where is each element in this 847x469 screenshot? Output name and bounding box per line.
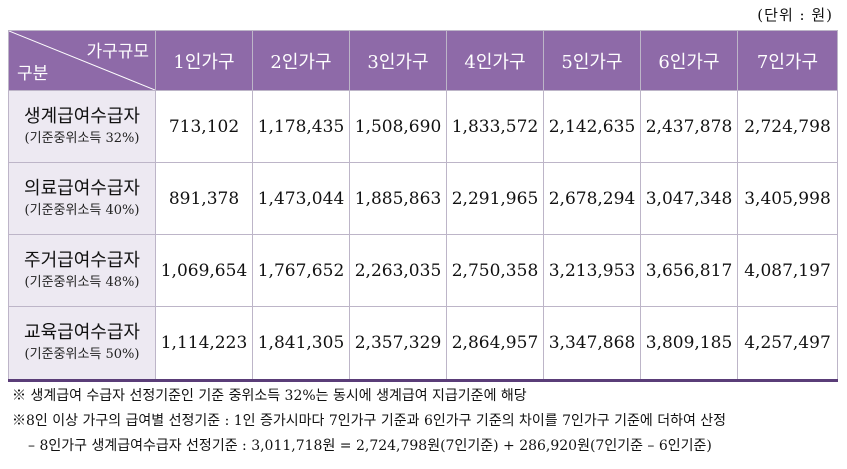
header-row: 가구규모 구분 1인가구 2인가구 3인가구 4인가구 5인가구 6인가구 7인…: [8, 30, 838, 91]
table-cell: 1,767,652: [252, 234, 350, 308]
unit-label: (단위 : 원): [757, 6, 833, 24]
table-cell: 3,656,817: [640, 234, 738, 308]
row-criteria: (기준중위소득 32%): [24, 130, 140, 146]
table-cell: 1,178,435: [252, 89, 350, 164]
column-header: 3인가구: [349, 30, 447, 91]
table-cell: 3,047,348: [640, 162, 738, 236]
table-cell: 1,833,572: [446, 89, 544, 164]
column-header: 4인가구: [446, 30, 544, 91]
row-criteria: (기준중위소득 40%): [24, 202, 140, 218]
table-cell: 1,114,223: [155, 306, 253, 382]
table-cell: 1,885,863: [349, 162, 447, 236]
row-name: 의료급여수급자: [24, 177, 140, 199]
table-cell: 2,724,798: [737, 89, 838, 164]
table-cell: 2,142,635: [543, 89, 641, 164]
footnote: ※8인 이상 가구의 급여별 선정기준 : 1인 증가시마다 7인가구 기준과 …: [12, 413, 727, 429]
table-cell: 1,841,305: [252, 306, 350, 382]
row-header: 생계급여수급자 (기준중위소득 32%): [8, 89, 156, 164]
table-cell: 1,069,654: [155, 234, 253, 308]
row-header: 주거급여수급자 (기준중위소득 48%): [8, 234, 156, 308]
table-cell: 713,102: [155, 89, 253, 164]
table-cell: 3,213,953: [543, 234, 641, 308]
row-name: 교육급여수급자: [24, 322, 140, 344]
corner-header: 가구규모 구분: [8, 30, 156, 91]
row-criteria: (기준중위소득 48%): [24, 274, 140, 290]
row-header: 교육급여수급자 (기준중위소득 50%): [8, 306, 156, 382]
table-cell: 3,405,998: [737, 162, 838, 236]
table-cell: 1,508,690: [349, 89, 447, 164]
table-cell: 4,257,497: [737, 306, 838, 382]
column-header: 6인가구: [640, 30, 738, 91]
column-header: 1인가구: [155, 30, 253, 91]
table-cell: 2,291,965: [446, 162, 544, 236]
column-header: 5인가구: [543, 30, 641, 91]
table-cell: 4,087,197: [737, 234, 838, 308]
column-header: 7인가구: [737, 30, 838, 91]
table-cell: 3,347,868: [543, 306, 641, 382]
table-cell: 1,473,044: [252, 162, 350, 236]
table-cell: 2,437,878: [640, 89, 738, 164]
row-header: 의료급여수급자 (기준중위소득 40%): [8, 162, 156, 236]
table-row: 교육급여수급자 (기준중위소득 50%) 1,114,223 1,841,305…: [8, 306, 838, 382]
row-name: 주거급여수급자: [24, 249, 140, 271]
footnote: – 8인가구 생계급여수급자 선정기준 : 3,011,718원 = 2,724…: [28, 438, 712, 454]
footnotes: ※ 생계급여 수급자 선정기준인 기준 중위소득 32%는 동시에 생계급여 지…: [12, 384, 842, 459]
table-row: 생계급여수급자 (기준중위소득 32%) 713,102 1,178,435 1…: [8, 89, 838, 164]
table-row: 의료급여수급자 (기준중위소득 40%) 891,378 1,473,044 1…: [8, 162, 838, 236]
row-name: 생계급여수급자: [24, 105, 140, 127]
table-row: 주거급여수급자 (기준중위소득 48%) 1,069,654 1,767,652…: [8, 234, 838, 308]
column-header: 2인가구: [252, 30, 350, 91]
table-cell: 2,263,035: [349, 234, 447, 308]
row-criteria: (기준중위소득 50%): [24, 347, 140, 363]
income-criteria-table: 가구규모 구분 1인가구 2인가구 3인가구 4인가구 5인가구 6인가구 7인…: [8, 30, 838, 382]
table-cell: 891,378: [155, 162, 253, 236]
table-cell: 2,678,294: [543, 162, 641, 236]
diagonal-line: [9, 31, 155, 90]
corner-bottom-label: 구분: [17, 64, 49, 84]
table-cell: 2,357,329: [349, 306, 447, 382]
footnote: ※ 생계급여 수급자 선정기준인 기준 중위소득 32%는 동시에 생계급여 지…: [12, 388, 527, 404]
table-cell: 2,750,358: [446, 234, 544, 308]
table-cell: 2,864,957: [446, 306, 544, 382]
table-cell: 3,809,185: [640, 306, 738, 382]
corner-top-label: 가구규모: [86, 42, 149, 62]
